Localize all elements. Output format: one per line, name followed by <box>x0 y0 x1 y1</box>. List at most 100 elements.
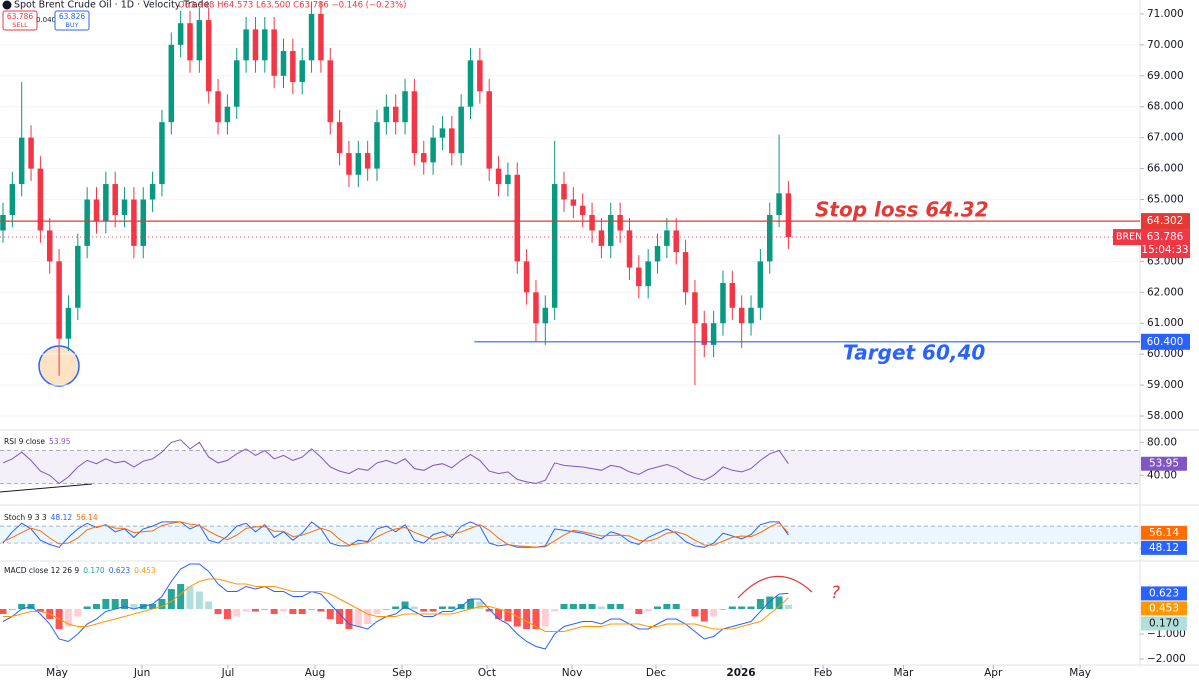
histogram-bar <box>756 599 764 609</box>
histogram-bar <box>485 609 493 612</box>
candle-body <box>523 261 530 293</box>
histogram-bar <box>177 584 185 609</box>
last-price-tag <box>1141 229 1190 259</box>
candle-body <box>121 199 128 215</box>
pane-title: MACD close 12 26 9 0.170 0.623 0.453 <box>4 566 156 575</box>
series-line <box>2 521 789 548</box>
sell-button[interactable] <box>2 10 38 31</box>
pane-title-value: 53.95 <box>49 437 71 446</box>
histogram-bar <box>83 606 91 609</box>
candle-body <box>280 51 287 76</box>
countdown: 15:04:33 <box>1141 244 1188 256</box>
x-tick-label: Dec <box>646 667 667 679</box>
candle-body <box>0 214 6 231</box>
candle-body <box>421 153 427 163</box>
histogram-bar <box>317 609 325 612</box>
value-tag-label: 0.623 <box>1149 587 1179 599</box>
histogram-bar <box>672 604 680 609</box>
ohlc-text: O63.948 H64.573 L63.500 C63.786 −0.146 (… <box>178 1 406 11</box>
histogram-bar <box>429 609 437 612</box>
series-line <box>2 521 789 548</box>
y-tick-label: 80.00 <box>1147 436 1177 448</box>
histogram-bar <box>644 609 652 612</box>
histogram-bar <box>186 586 194 609</box>
spread: 0.040 <box>36 16 56 24</box>
value-tag <box>1141 601 1187 616</box>
candle-body <box>766 214 773 262</box>
symbol-icon <box>2 0 12 10</box>
candle-body <box>18 137 25 185</box>
candle-body <box>710 323 717 345</box>
histogram-bar <box>523 609 531 629</box>
candle-body <box>159 122 165 185</box>
candle-body <box>505 174 511 185</box>
candle-body <box>93 199 100 222</box>
candle-body <box>495 168 502 185</box>
candle-body <box>636 267 642 287</box>
histogram-bar <box>738 606 746 609</box>
y-tick-label: 66.000 <box>1147 163 1184 175</box>
y-tick-label: 60.000 <box>1147 348 1184 360</box>
last-price-name: BRENT <box>1116 232 1148 243</box>
histogram-bar <box>373 609 381 614</box>
candle-body <box>177 23 184 45</box>
histogram-bar <box>364 609 372 624</box>
histogram-bar <box>597 606 605 609</box>
symbol-title: Spot Brent Crude Oil · 1D · Velocity Tra… <box>14 0 210 11</box>
candle-body <box>103 184 109 222</box>
histogram-bar <box>261 609 269 610</box>
histogram-bar <box>205 601 213 609</box>
value-tag-label: 0.170 <box>1149 617 1179 629</box>
candle-body <box>84 199 90 246</box>
histogram-bar <box>532 609 540 629</box>
candle-body <box>308 13 315 61</box>
x-tick-label: 2026 <box>726 667 755 679</box>
histogram-bar <box>775 596 783 609</box>
candle-body <box>570 199 577 206</box>
histogram-bar <box>560 604 568 609</box>
histogram-bar <box>92 604 100 609</box>
y-tick-label: 71.000 <box>1147 8 1184 20</box>
candle-body <box>692 292 698 324</box>
candle-body <box>271 29 277 76</box>
y-tick-label: 68.000 <box>1147 101 1184 113</box>
candle-body <box>243 29 249 61</box>
candle-body <box>682 252 689 293</box>
histogram-bar <box>710 609 718 617</box>
candle-body <box>187 23 193 61</box>
last-price-label: 63.786 <box>1147 231 1184 243</box>
histogram-bar <box>102 599 110 609</box>
candle-body <box>654 245 661 262</box>
candle-body <box>486 91 492 169</box>
histogram-bar <box>64 609 72 627</box>
histogram-bar <box>18 604 26 609</box>
candle-body <box>785 193 792 238</box>
histogram-bar <box>121 599 129 609</box>
pane-title-value: 0.623 <box>109 566 131 575</box>
value-tag <box>1141 586 1187 601</box>
buy-label: BUY <box>65 21 78 29</box>
candle-body <box>608 214 614 246</box>
y-tick-label: 69.000 <box>1147 70 1184 82</box>
candle-body <box>224 106 231 123</box>
candle-body <box>196 20 203 61</box>
candle-body <box>299 60 305 82</box>
candle-body <box>383 106 390 123</box>
histogram-bar <box>616 604 624 609</box>
buy-button[interactable] <box>54 10 90 31</box>
value-tag <box>1141 525 1187 540</box>
value-tag <box>1141 540 1187 555</box>
annotation-question: ? <box>831 583 840 603</box>
histogram-bar <box>719 609 727 610</box>
histogram-bar <box>251 609 259 612</box>
candle-body <box>664 230 670 246</box>
pane-title-value: 0.453 <box>134 566 156 575</box>
histogram-bar <box>111 599 119 609</box>
histogram-bar <box>728 606 736 609</box>
histogram-bar <box>476 601 484 609</box>
x-tick-label: Mar <box>894 667 914 679</box>
candle-body <box>364 153 371 169</box>
